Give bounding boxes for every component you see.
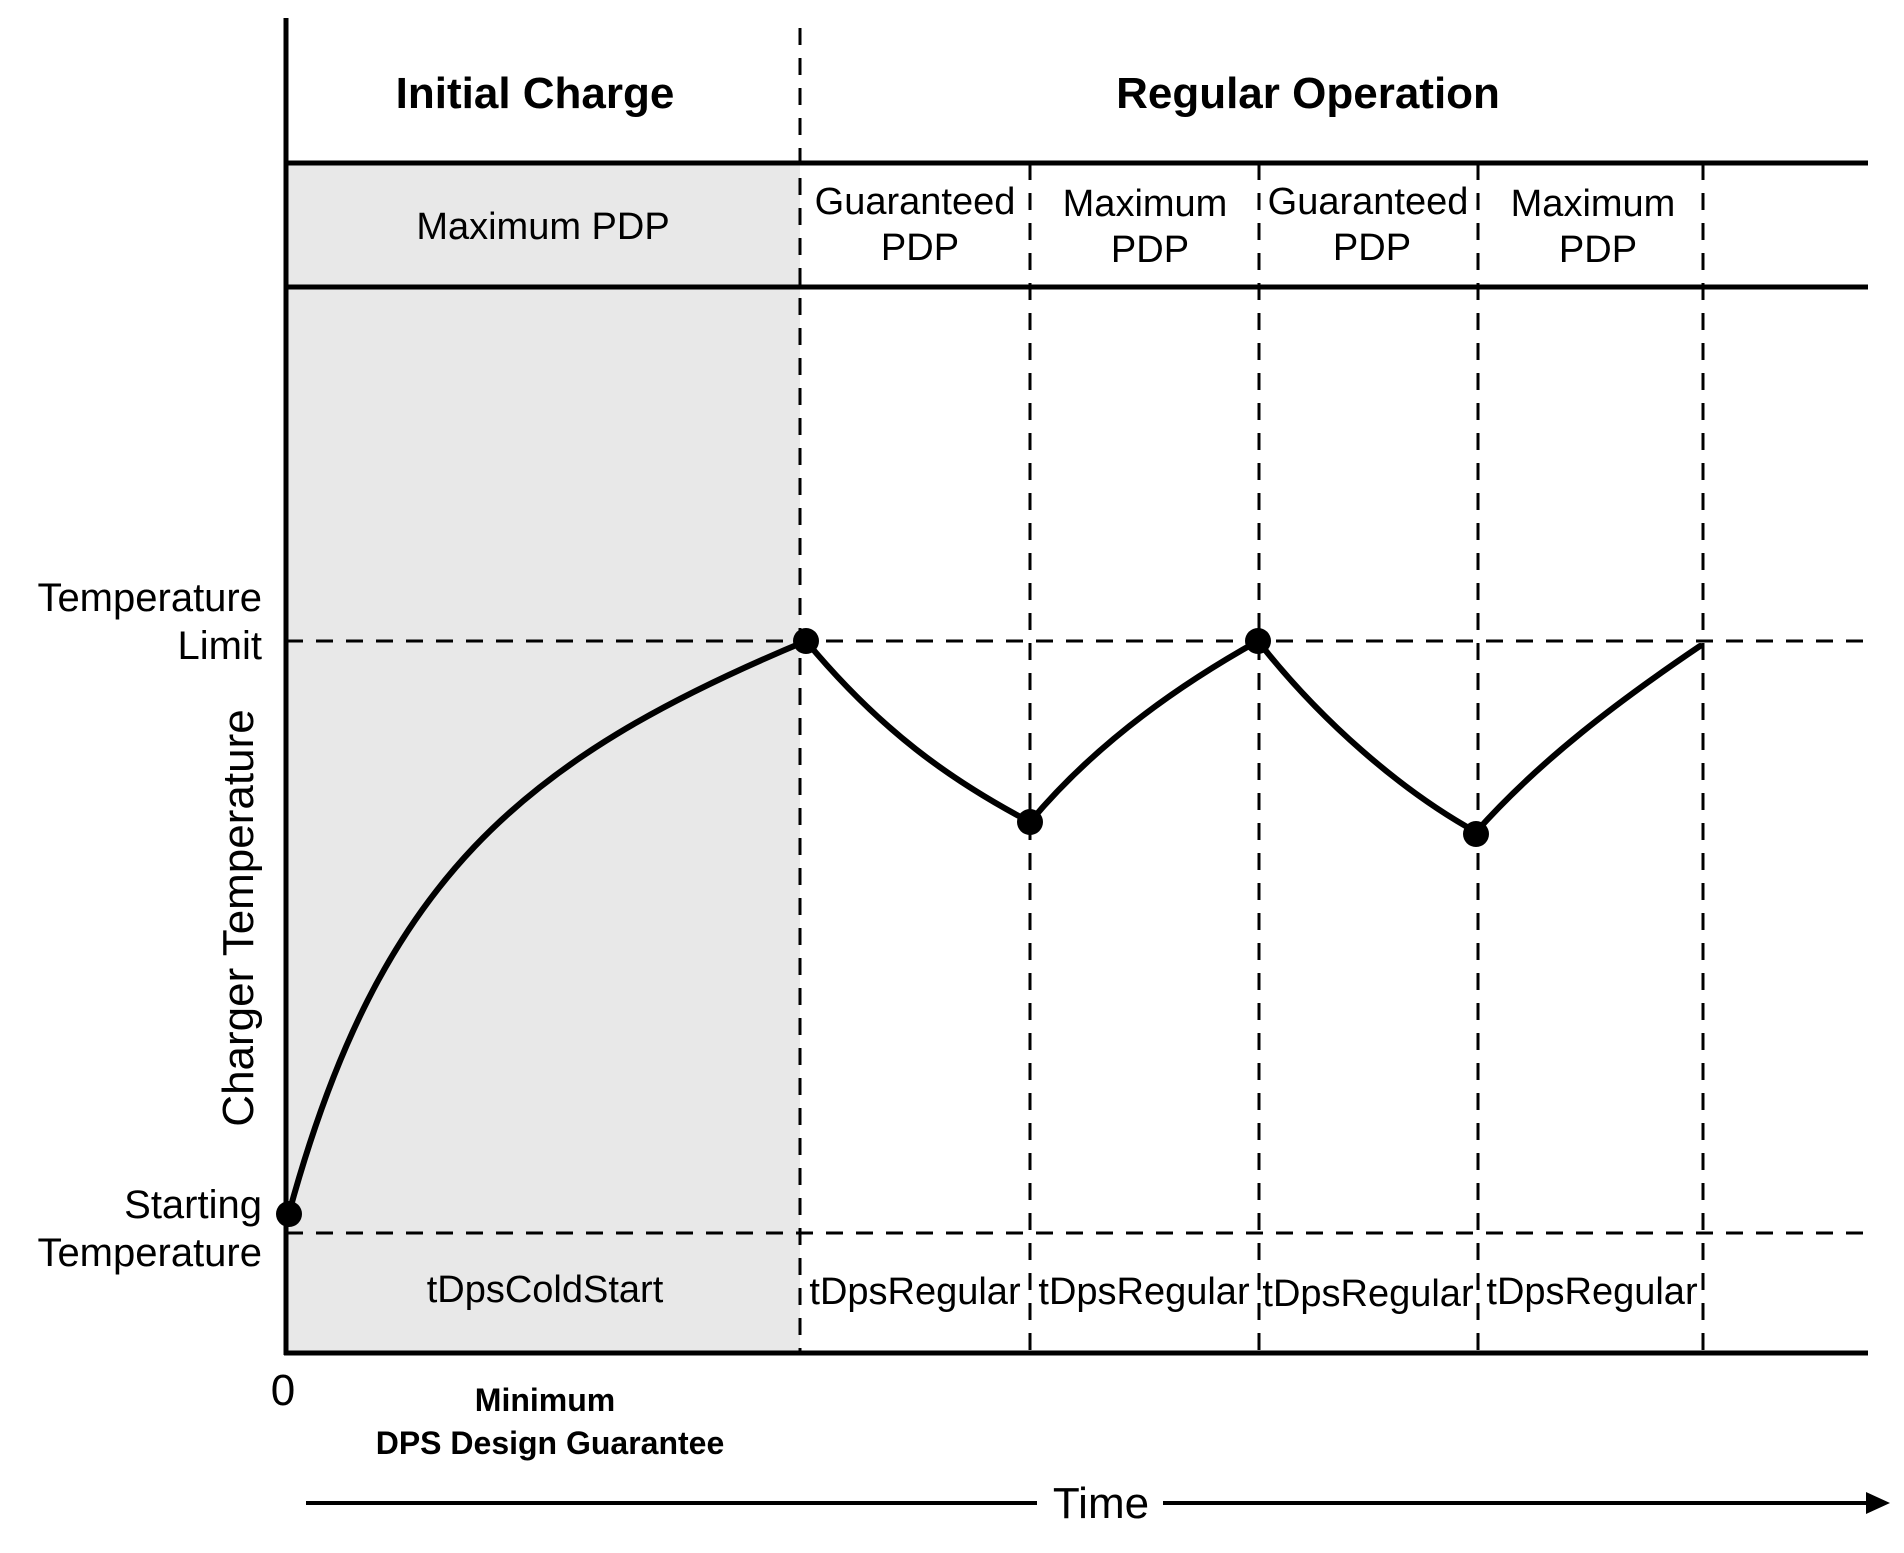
x-axis-origin: 0	[271, 1366, 295, 1415]
duration-segment-2: tDpsRegular	[1038, 1271, 1250, 1313]
duration-segment-3: tDpsRegular	[1262, 1273, 1474, 1315]
guarantee-label-line-2: DPS Design Guarantee	[376, 1425, 725, 1461]
phase-initial-charge: Initial Charge	[396, 69, 675, 118]
time-arrow-head	[1866, 1492, 1890, 1514]
guarantee-label-line-1: Minimum	[475, 1382, 615, 1418]
peak-point-2	[1245, 628, 1271, 654]
mode-segment-3-line-2: PDP	[1333, 227, 1411, 269]
duration-initial: tDpsColdStart	[427, 1269, 664, 1311]
temperature-limit-label-line-1: Temperature	[37, 576, 262, 620]
mode-segment-1-line-1: Guaranteed	[815, 181, 1016, 223]
mode-segment-1-line-2: PDP	[881, 227, 959, 269]
duration-segment-4: tDpsRegular	[1486, 1271, 1698, 1313]
phase-regular-operation: Regular Operation	[1116, 69, 1500, 118]
mode-segment-2-line-2: PDP	[1111, 229, 1189, 271]
starting-temperature-label-line-2: Temperature	[37, 1231, 262, 1275]
temperature-limit-label-line-2: Limit	[178, 624, 262, 668]
starting-temperature-label-line-1: Starting	[124, 1183, 262, 1227]
mode-initial: Maximum PDP	[416, 206, 669, 248]
mode-segment-3-line-1: Guaranteed	[1268, 181, 1469, 223]
start-point	[276, 1201, 302, 1227]
x-axis-title: Time	[1053, 1479, 1149, 1528]
y-axis-title: Charger Temperature	[214, 709, 263, 1126]
initial-charge-shade	[286, 163, 800, 1353]
peak-point-1	[793, 628, 819, 654]
mode-segment-4-line-2: PDP	[1559, 229, 1637, 271]
valley-point-2	[1463, 821, 1489, 847]
valley-point-1	[1017, 809, 1043, 835]
mode-segment-4-line-1: Maximum	[1511, 183, 1676, 225]
mode-segment-2-line-1: Maximum	[1063, 183, 1228, 225]
duration-segment-1: tDpsRegular	[809, 1271, 1021, 1313]
